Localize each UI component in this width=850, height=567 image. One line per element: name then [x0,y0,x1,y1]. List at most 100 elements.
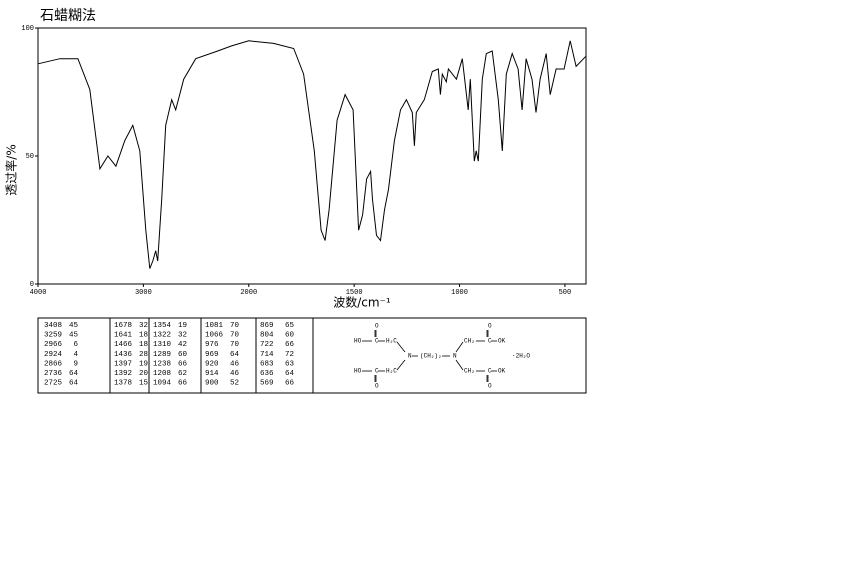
peak-transmittance: 6 [73,341,78,349]
peak-transmittance: 70 [230,341,240,349]
structure-label: C [375,368,379,375]
peak-wavenumber: 2966 [44,341,63,349]
peak-transmittance: 70 [230,322,240,330]
structure-label: C [375,338,379,345]
peak-transmittance: 72 [285,351,294,359]
peak-wavenumber: 976 [205,341,219,349]
structure-label: CH₂ [464,368,475,375]
peak-transmittance: 45 [69,322,79,330]
peak-transmittance: 18 [139,332,148,340]
x-tick-label: 4000 [30,289,47,297]
structure-label: C [488,338,492,345]
peak-transmittance: 45 [69,332,79,340]
structure-label: C [488,368,492,375]
x-axis-label: 波数/cm⁻¹ [333,295,391,310]
peak-wavenumber: 969 [205,351,219,359]
y-tick-label: 50 [26,153,34,161]
peak-transmittance: 28 [139,351,148,359]
structure-label: O [488,383,492,390]
structure-label: HO [354,368,362,375]
peak-wavenumber: 1354 [153,322,172,330]
peak-transmittance: 64 [69,370,79,378]
peak-table-frame [37,317,587,394]
x-tick-label: 3000 [135,289,152,297]
peak-transmittance: 60 [178,351,188,359]
peak-transmittance: 9 [73,360,78,368]
chart-title: 石蜡糊法 [40,8,96,24]
peak-wavenumber: 1378 [114,380,132,388]
peak-wavenumber: 1081 [205,322,224,330]
peak-wavenumber: 1678 [114,322,132,330]
structure-label: H₂C [386,368,397,375]
peak-wavenumber: 1397 [114,360,132,368]
peak-wavenumber: 569 [260,380,274,388]
peak-wavenumber: 1436 [114,351,133,359]
peak-wavenumber: 1094 [153,380,172,388]
structure-label: O [375,383,379,390]
peak-transmittance: 32 [139,322,148,330]
peak-wavenumber: 920 [205,360,219,368]
peak-wavenumber: 1208 [153,370,171,378]
peak-transmittance: 46 [230,360,240,368]
peak-wavenumber: 900 [205,380,219,388]
peak-transmittance: 19 [139,360,148,368]
peak-transmittance: 62 [178,370,187,378]
peak-transmittance: 66 [178,360,188,368]
structure-label: (CH₂)₂ [420,353,442,360]
peak-wavenumber: 1066 [205,332,224,340]
y-tick-label: 100 [21,25,34,33]
peak-transmittance: 20 [139,370,149,378]
structure-label: OK [498,338,506,345]
peak-wavenumber: 869 [260,322,274,330]
peak-wavenumber: 1641 [114,332,133,340]
peak-wavenumber: 636 [260,370,274,378]
peak-transmittance: 32 [178,332,187,340]
peak-transmittance: 46 [230,370,240,378]
peak-transmittance: 63 [285,360,295,368]
peak-transmittance: 66 [285,341,295,349]
peak-wavenumber: 2924 [44,351,63,359]
peak-transmittance: 64 [230,351,240,359]
x-tick-label: 500 [559,289,572,297]
plot-frame [37,27,587,285]
peak-transmittance: 52 [230,380,239,388]
peak-wavenumber: 1322 [153,332,171,340]
y-axis-label: 透过率/% [4,144,19,195]
structure-label: N [453,353,457,360]
peak-transmittance: 60 [285,332,295,340]
x-tick-label: 1000 [451,289,468,297]
peak-transmittance: 42 [178,341,187,349]
peak-transmittance: 18 [139,341,148,349]
peak-wavenumber: 3408 [44,322,62,330]
structure-label: H₂C [386,338,397,345]
peak-transmittance: 19 [178,322,187,330]
peak-wavenumber: 1289 [153,351,171,359]
peak-wavenumber: 1466 [114,341,133,349]
peak-wavenumber: 2866 [44,360,63,368]
x-tick-label: 1500 [346,289,363,297]
peak-transmittance: 66 [178,380,188,388]
peak-wavenumber: 2725 [44,380,63,388]
peak-wavenumber: 2736 [44,370,63,378]
peak-wavenumber: 914 [205,370,219,378]
structure-label: O [375,323,379,330]
spectrum-line [37,40,587,269]
y-tick-label: 0 [30,281,34,289]
structure-label: OK [498,368,506,375]
structure-label: HO [354,338,362,345]
peak-wavenumber: 1238 [153,360,171,368]
peak-transmittance: 64 [285,370,295,378]
peak-transmittance: 15 [139,380,149,388]
peak-wavenumber: 1392 [114,370,132,378]
peak-wavenumber: 3259 [44,332,62,340]
peak-wavenumber: 804 [260,332,274,340]
peak-transmittance: 66 [285,380,295,388]
peak-transmittance: 65 [285,322,295,330]
x-tick-label: 2000 [240,289,257,297]
peak-wavenumber: 1310 [153,341,172,349]
structure-label: ·2H₂O [512,353,530,360]
peak-transmittance: 64 [69,380,79,388]
structure-label: O [488,323,492,330]
